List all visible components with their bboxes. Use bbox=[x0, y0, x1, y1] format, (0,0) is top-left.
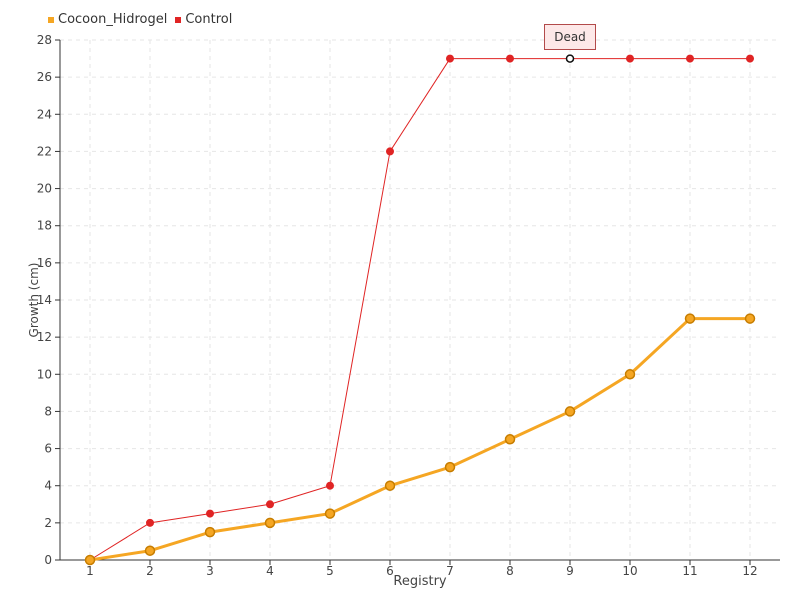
data-point-control[interactable] bbox=[386, 147, 394, 156]
x-tick-label: 5 bbox=[326, 564, 334, 578]
x-tick-label: 8 bbox=[506, 564, 514, 578]
x-tick-label: 10 bbox=[622, 564, 637, 578]
data-point-control[interactable] bbox=[565, 54, 575, 63]
data-point-control[interactable] bbox=[626, 54, 634, 63]
series-line-control bbox=[89, 58, 750, 561]
y-tick-label: 2 bbox=[44, 516, 52, 530]
x-tick-label: 12 bbox=[742, 564, 757, 578]
legend-swatch-control bbox=[175, 16, 182, 23]
y-tick-label: 24 bbox=[37, 107, 52, 121]
legend: Cocoon_Hidrogel Control bbox=[48, 12, 232, 27]
data-point-cocoon-hidrogel[interactable] bbox=[684, 313, 696, 324]
legend-label-control: Control bbox=[185, 12, 233, 27]
x-tick-label: 1 bbox=[86, 564, 94, 578]
y-tick-label: 12 bbox=[37, 330, 52, 344]
data-point-control[interactable] bbox=[266, 500, 274, 509]
x-tick-label: 2 bbox=[146, 564, 154, 578]
y-tick-label: 18 bbox=[37, 219, 52, 233]
data-point-control[interactable] bbox=[446, 54, 454, 63]
x-axis-label: Registry bbox=[393, 574, 447, 589]
y-tick-label: 6 bbox=[44, 442, 52, 456]
x-tick-label: 3 bbox=[206, 564, 214, 578]
legend-swatch-cocoon-hidrogel bbox=[48, 16, 54, 23]
data-point-cocoon-hidrogel[interactable] bbox=[84, 554, 96, 566]
y-tick-label: 20 bbox=[37, 182, 52, 196]
data-point-cocoon-hidrogel[interactable] bbox=[744, 313, 756, 324]
data-point-cocoon-hidrogel[interactable] bbox=[324, 508, 336, 519]
data-point-cocoon-hidrogel[interactable] bbox=[144, 545, 156, 556]
legend-label-cocoon-hidrogel: Cocoon_Hidrogel bbox=[58, 12, 168, 27]
data-point-cocoon-hidrogel[interactable] bbox=[204, 526, 216, 538]
y-tick-label: 10 bbox=[37, 367, 52, 381]
y-tick-label: 22 bbox=[37, 144, 52, 158]
grid bbox=[60, 39, 780, 560]
y-tick-label: 16 bbox=[37, 256, 52, 270]
y-tick-label: 4 bbox=[44, 479, 52, 493]
annotation-text: Dead bbox=[554, 30, 586, 44]
data-point-control[interactable] bbox=[326, 481, 334, 490]
data-point-control[interactable] bbox=[686, 54, 694, 63]
data-point-cocoon-hidrogel[interactable] bbox=[264, 517, 276, 529]
legend-item-control[interactable]: Control bbox=[175, 12, 232, 27]
x-tick-label: 11 bbox=[682, 564, 697, 578]
data-point-control[interactable] bbox=[746, 54, 754, 63]
y-tick-label: 14 bbox=[37, 293, 52, 307]
x-tick-label: 4 bbox=[266, 564, 274, 578]
x-ticks: 1 2 3 4 5 6 7 8 9 10 11 12 bbox=[86, 560, 758, 578]
series-lines bbox=[89, 58, 750, 562]
y-tick-label: 0 bbox=[44, 553, 52, 567]
x-tick-label: 9 bbox=[566, 564, 574, 578]
data-point-cocoon-hidrogel[interactable] bbox=[624, 369, 636, 380]
data-point-cocoon-hidrogel[interactable] bbox=[564, 406, 576, 417]
series-points bbox=[84, 54, 756, 566]
data-point-control[interactable] bbox=[206, 509, 214, 518]
annotation-tooltip: Dead bbox=[544, 24, 596, 50]
data-point-cocoon-hidrogel[interactable] bbox=[444, 461, 456, 473]
legend-item-cocoon-hidrogel[interactable]: Cocoon_Hidrogel bbox=[48, 12, 167, 27]
y-axis-label: Growth (cm) bbox=[27, 263, 41, 338]
x-tick-label: 6 bbox=[386, 564, 394, 578]
data-point-control[interactable] bbox=[506, 54, 514, 63]
data-point-cocoon-hidrogel[interactable] bbox=[504, 434, 516, 445]
data-point-control[interactable] bbox=[146, 518, 154, 527]
y-tick-label: 26 bbox=[37, 70, 52, 84]
y-tick-label: 8 bbox=[44, 404, 52, 418]
y-tick-label: 28 bbox=[37, 33, 52, 47]
x-tick-label: 7 bbox=[446, 564, 454, 578]
series-line-cocoon-hidrogel bbox=[89, 317, 750, 562]
data-point-cocoon-hidrogel[interactable] bbox=[384, 480, 396, 491]
